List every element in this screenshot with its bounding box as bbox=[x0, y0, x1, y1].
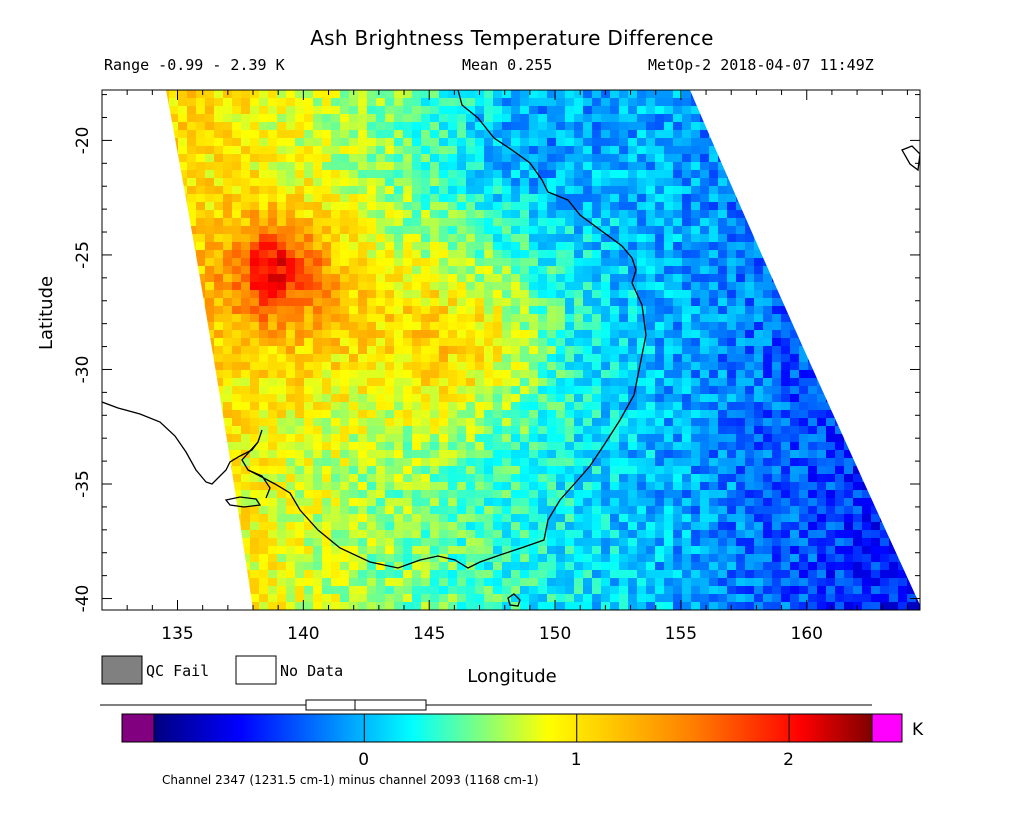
lat-tick-label: -40 bbox=[73, 585, 93, 613]
coastline-south bbox=[102, 401, 259, 485]
colorbar-underflow bbox=[121, 713, 155, 743]
kangaroo-island bbox=[224, 496, 262, 508]
swath-pixels bbox=[166, 90, 920, 610]
lon-tick-label: 135 bbox=[161, 624, 193, 644]
qc-fail-swatch bbox=[101, 655, 143, 685]
no-data-swatch bbox=[235, 655, 277, 685]
colorbar-tick-label: 0 bbox=[358, 750, 370, 770]
colorbar-indicator-box bbox=[305, 699, 427, 711]
tasmania-tip bbox=[507, 593, 521, 607]
island-north bbox=[901, 145, 920, 172]
satellite-time-label: MetOp-2 2018-04-07 11:49Z bbox=[648, 56, 874, 74]
plot-frame bbox=[101, 89, 921, 611]
colorbar-unit: K bbox=[912, 720, 924, 740]
lat-tick-label: -35 bbox=[73, 470, 93, 498]
qc-fail-label: QC Fail bbox=[146, 662, 210, 680]
x-axis-label: Longitude bbox=[467, 666, 557, 687]
lon-tick-label: 150 bbox=[539, 624, 571, 644]
lon-tick-label: 140 bbox=[287, 624, 319, 644]
range-label: Range -0.99 - 2.39 K bbox=[104, 56, 285, 74]
colorbar-tick-label: 1 bbox=[570, 750, 582, 770]
mean-label: Mean 0.255 bbox=[462, 56, 553, 74]
colorbar-gradient bbox=[153, 713, 873, 743]
no-data-label: No Data bbox=[280, 662, 344, 680]
y-axis-label: Latitude bbox=[36, 275, 57, 350]
lon-tick-label: 145 bbox=[413, 624, 445, 644]
colorbar-footnote: Channel 2347 (1231.5 cm-1) minus channel… bbox=[162, 773, 539, 787]
colorbar-overflow bbox=[871, 713, 903, 743]
coastline-east bbox=[241, 90, 647, 569]
lat-tick-label: -20 bbox=[73, 127, 93, 155]
colorbar-tick-label: 2 bbox=[783, 750, 794, 770]
gulf-coast bbox=[247, 469, 271, 499]
lat-tick-label: -30 bbox=[73, 356, 93, 384]
lon-tick-label: 160 bbox=[791, 624, 823, 644]
chart-title: Ash Brightness Temperature Difference bbox=[310, 26, 714, 50]
lat-tick-label: -25 bbox=[73, 241, 93, 269]
lon-tick-label: 155 bbox=[665, 624, 697, 644]
